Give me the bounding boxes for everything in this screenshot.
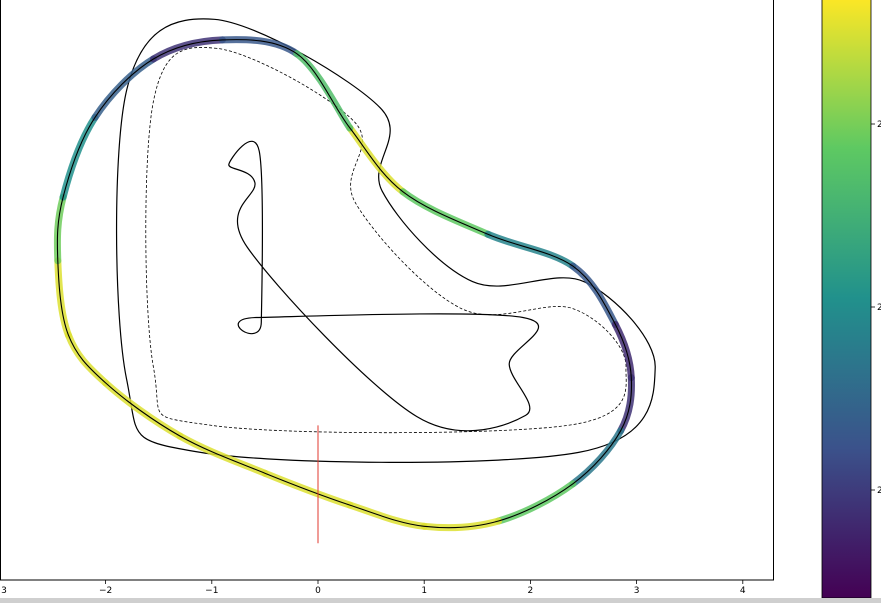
racing-line-segment (91, 55, 157, 121)
x-tick-label: −2 (99, 586, 112, 596)
racing-line-core (56, 39, 633, 529)
axes-frame (0, 0, 774, 581)
horizontal-scrollbar[interactable] (0, 598, 881, 603)
x-tick-label: 0 (315, 586, 321, 596)
track-centerline (145, 47, 627, 434)
racing-line-segment (218, 36, 301, 58)
colorbar-gradient (821, 0, 872, 599)
racing-line (53, 36, 635, 532)
x-axis: 3 −2 −1 0 1 2 3 4 (1, 580, 746, 596)
racing-line-segment (346, 501, 428, 530)
racing-line-segment (59, 113, 99, 201)
colorbar-tick-label: 2 (877, 303, 881, 313)
racing-line-segment (495, 480, 577, 525)
racing-line-segment (569, 427, 625, 488)
racing-line-segment (102, 379, 184, 440)
track-layer (115, 18, 656, 463)
x-tick-label: 2 (528, 586, 534, 596)
x-tick-label: 1 (421, 586, 427, 596)
racing-line-segment (54, 257, 72, 339)
racing-line-segment (149, 36, 226, 63)
x-tick-label: 4 (740, 586, 746, 596)
colorbar-tick-label: 2 (877, 486, 881, 496)
track-outer-boundary (228, 140, 540, 432)
colorbar-tick-label: 2 (877, 120, 881, 130)
x-tick-label: 3 (634, 586, 640, 596)
x-tick-label: −1 (205, 586, 218, 596)
racing-line-segment (569, 262, 619, 329)
racing-line-segment (611, 321, 635, 382)
racing-line-segment (64, 331, 110, 387)
colorbar-ticks: 2 2 2 (871, 120, 881, 496)
colorbar: 2 2 2 (821, 0, 881, 599)
x-tick-label: 3 (1, 586, 7, 596)
track-inner-boundary (115, 18, 656, 463)
racing-line-segment (399, 188, 492, 238)
